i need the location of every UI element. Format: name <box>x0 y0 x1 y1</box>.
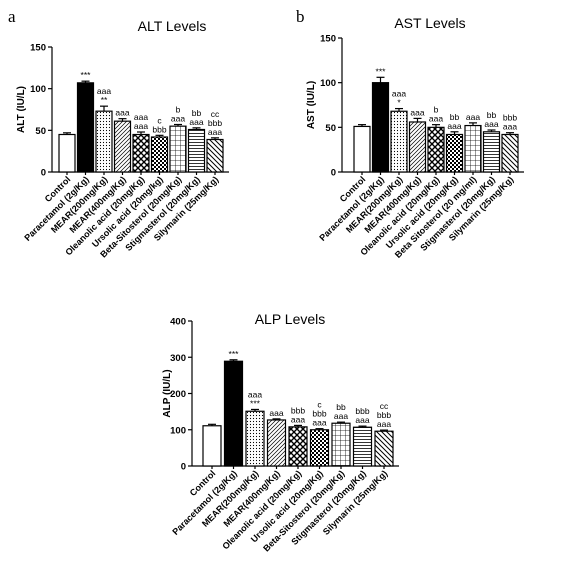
significance-label: bbb <box>355 406 369 416</box>
significance-label: aaa <box>248 389 262 399</box>
y-tick-label: 100 <box>30 84 46 95</box>
bar-1 <box>58 133 76 173</box>
significance-label: aaa <box>134 112 148 122</box>
significance-label: aaa <box>355 415 369 425</box>
significance-label: aaa <box>429 114 443 124</box>
bar-6 <box>309 429 330 467</box>
significance-label: aaa <box>410 107 424 117</box>
significance-label: c <box>157 115 162 125</box>
bar-9 <box>374 430 394 467</box>
significance-label: aaa <box>291 414 305 424</box>
y-tick-label: 100 <box>320 78 336 89</box>
bar-5 <box>288 426 308 467</box>
significance-label: aaa <box>312 418 326 428</box>
significance-label: b <box>176 105 181 115</box>
significance-label: aaa <box>484 119 498 129</box>
y-tick-label: 0 <box>331 168 336 179</box>
bar-4 <box>266 419 287 467</box>
bar-5 <box>427 126 445 173</box>
significance-label: aaa <box>134 121 148 131</box>
y-axis-label: ALP (IU/L) <box>162 369 173 417</box>
bar-2 <box>223 360 244 467</box>
significance-label: b <box>434 105 439 115</box>
bar-1 <box>202 425 222 467</box>
significance-label: cc <box>211 109 220 119</box>
y-tick-label: 400 <box>170 317 186 328</box>
bar-1 <box>353 125 371 173</box>
significance-label: bb <box>487 110 497 120</box>
y-tick-label: 300 <box>170 353 186 364</box>
significance-label: *** <box>229 349 240 359</box>
significance-label: aaa <box>171 114 185 124</box>
bar-7 <box>464 124 482 173</box>
significance-label: aaa <box>269 408 283 418</box>
y-tick-label: 200 <box>170 389 186 400</box>
panel-letter-b: b <box>296 7 305 26</box>
bar-5 <box>132 133 150 173</box>
significance-label: bbb <box>208 118 222 128</box>
significance-label: aaa <box>334 411 348 421</box>
y-tick-label: 100 <box>170 425 186 436</box>
y-tick-label: 50 <box>325 123 336 134</box>
significance-label: aaa <box>189 117 203 127</box>
significance-label: * <box>397 98 401 108</box>
significance-label: bb <box>192 108 202 118</box>
significance-label: bbb <box>291 405 305 415</box>
bar-9 <box>501 133 519 173</box>
y-tick-label: 150 <box>30 43 46 54</box>
significance-label: aaa <box>208 127 222 137</box>
significance-label: *** <box>81 70 92 80</box>
bar-8 <box>482 131 501 173</box>
bar-6 <box>150 136 169 173</box>
y-axis-label: AST (IU/L) <box>306 81 317 129</box>
bar-3 <box>390 110 408 173</box>
y-tick-label: 0 <box>181 462 186 473</box>
chart-title: ALT Levels <box>138 18 207 34</box>
significance-label: aaa <box>115 108 129 118</box>
bar-8 <box>187 128 206 173</box>
significance-label: aaa <box>392 89 406 99</box>
y-tick-label: 150 <box>320 34 336 45</box>
bar-3 <box>245 410 265 467</box>
significance-label: bbb <box>152 124 166 134</box>
significance-label: c <box>317 400 322 410</box>
chart-title: AST Levels <box>394 15 465 31</box>
bar-9 <box>206 138 224 173</box>
significance-label: *** <box>376 66 387 76</box>
significance-label: aaa <box>503 122 517 132</box>
panel-letter-a: a <box>8 7 16 26</box>
significance-label: bb <box>450 112 460 122</box>
significance-label: aaa <box>466 112 480 122</box>
significance-label: aaa <box>377 419 391 429</box>
bar-4 <box>408 121 427 173</box>
y-axis-label: ALT (IU/L) <box>16 86 27 133</box>
y-tick-label: 50 <box>35 126 46 137</box>
significance-label: bb <box>336 402 346 412</box>
significance-label: bbb <box>503 113 517 123</box>
significance-label: aaa <box>447 121 461 131</box>
bar-4 <box>113 120 132 173</box>
bar-8 <box>352 426 373 467</box>
bar-3 <box>95 110 113 173</box>
bar-7 <box>331 422 351 467</box>
significance-label: bbb <box>377 410 391 420</box>
significance-label: *** <box>250 398 261 408</box>
chart-title: ALP Levels <box>255 311 326 327</box>
bar-2 <box>371 82 390 173</box>
significance-label: bbb <box>312 409 326 419</box>
significance-label: aaa <box>97 86 111 96</box>
significance-label: ** <box>101 95 108 105</box>
bar-7 <box>169 125 187 173</box>
bar-6 <box>445 133 464 173</box>
bar-2 <box>76 82 95 173</box>
significance-label: cc <box>380 401 389 411</box>
y-tick-label: 0 <box>41 168 46 179</box>
